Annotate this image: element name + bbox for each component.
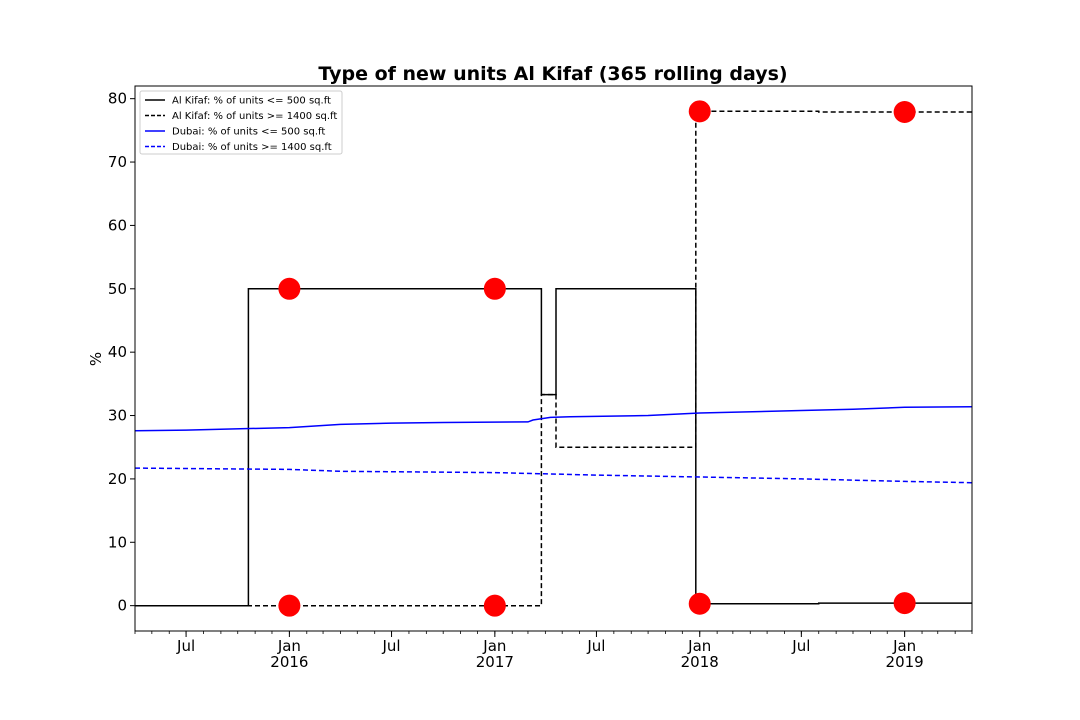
series-line-3: [134, 405, 973, 432]
x-tick-year-label: 2019: [886, 653, 924, 671]
x-tick-label: Jul: [176, 637, 195, 655]
marker-point-7: [893, 100, 916, 123]
y-tick-label: 20: [108, 470, 127, 488]
legend: Al Kifaf: % of units <= 500 sq.ft Al Kifa…: [139, 90, 343, 155]
chart-title: Type of new units Al Kifaf (365 rolling …: [318, 63, 787, 85]
legend-label: Al Kifaf: % of units <= 500 sq.ft: [172, 96, 331, 107]
marker-point-6: [688, 592, 711, 615]
y-tick-label: 40: [108, 343, 127, 361]
y-axis-label: %: [87, 352, 105, 366]
marker-point-4: [483, 594, 506, 617]
x-tick-label: Jan: [892, 637, 916, 655]
x-tick-label: Jul: [381, 637, 400, 655]
y-tick-label: 30: [108, 407, 127, 425]
y-ticks: 0 10 20 30 40 50 60 70 80: [108, 90, 135, 615]
y-tick-label: 80: [108, 90, 127, 108]
y-tick-label: 10: [108, 533, 127, 551]
x-tick-label: Jan: [277, 637, 301, 655]
x-tick-label: Jul: [791, 637, 810, 655]
legend-label: Al Kifaf: % of units >= 1400 sq.ft: [172, 111, 337, 122]
marker-point-3: [483, 277, 506, 300]
y-tick-label: 70: [108, 153, 127, 171]
y-tick-label: 0: [117, 597, 127, 615]
x-tick-year-label: 2016: [270, 653, 308, 671]
x-tick-label: Jan: [482, 637, 506, 655]
marker-point-5: [688, 100, 711, 123]
marker-point-1: [278, 277, 301, 300]
x-tick-year-label: 2018: [681, 653, 719, 671]
x-tick-label: Jan: [687, 637, 711, 655]
y-tick-label: 50: [108, 280, 127, 298]
plot-lines: [134, 110, 973, 607]
series-line-2: [135, 110, 972, 607]
plot-frame: [134, 85, 973, 632]
legend-box: [139, 90, 343, 155]
x-tick-year-label: 2017: [476, 653, 514, 671]
marker-point-2: [278, 594, 301, 617]
series-line-1: [135, 288, 972, 607]
marker-point-8: [893, 592, 916, 615]
x-tick-label: Jul: [586, 637, 605, 655]
legend-label: Dubai: % of units <= 500 sq.ft: [172, 127, 325, 138]
legend-label: Dubai: % of units >= 1400 sq.ft: [172, 142, 332, 153]
y-tick-label: 60: [108, 216, 127, 234]
series-line-4: [134, 467, 973, 484]
markers: [278, 100, 916, 617]
